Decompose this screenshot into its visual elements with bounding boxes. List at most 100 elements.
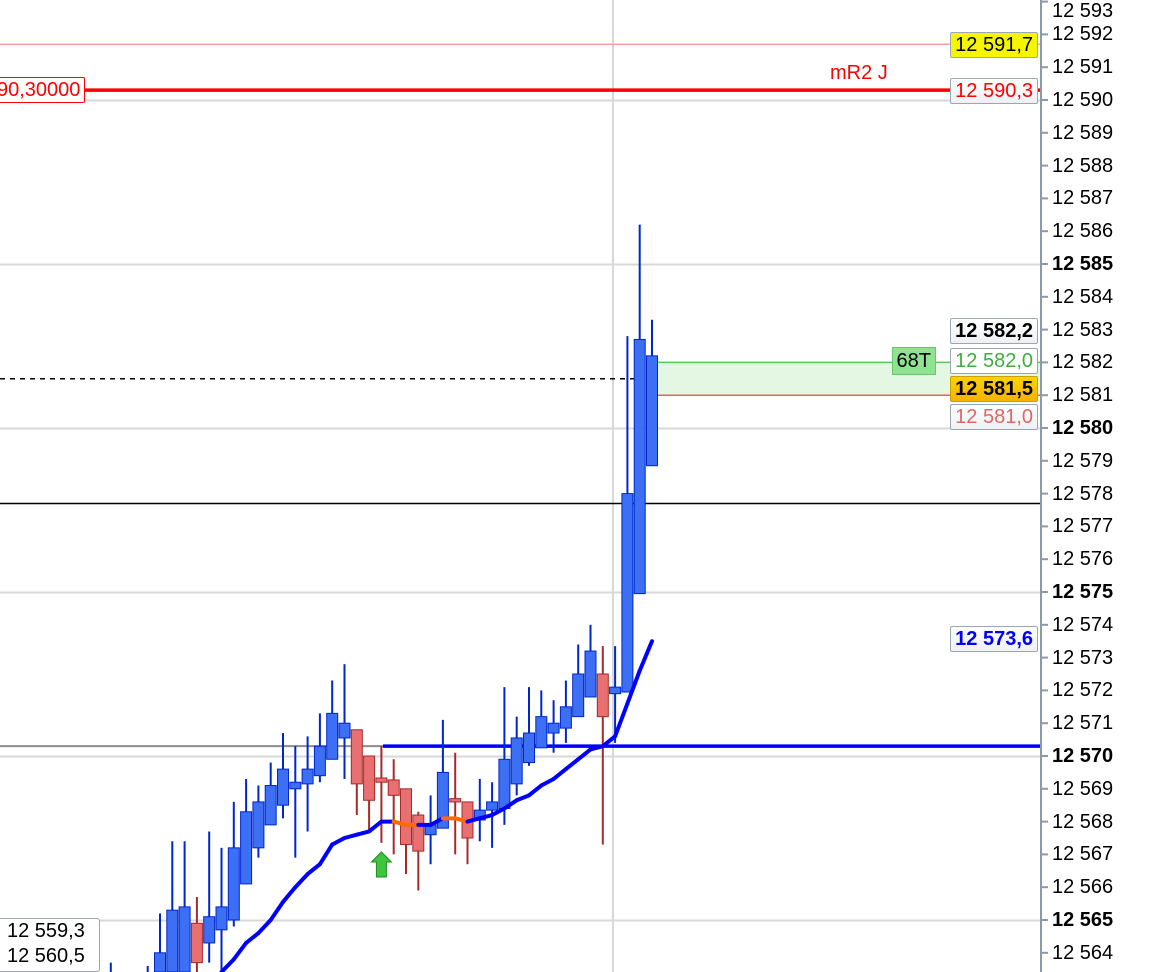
candle-body [547, 722, 560, 734]
axis-tick-label: 12 582 [1052, 351, 1114, 374]
candle [178, 841, 191, 972]
candle-body [215, 906, 228, 931]
candle-body [596, 673, 609, 718]
moving-average-segment [600, 734, 618, 749]
candle-body [203, 916, 216, 944]
candle-body [400, 788, 412, 846]
candle [190, 897, 203, 972]
candle [424, 795, 437, 865]
candle [461, 801, 474, 865]
axis-tick-label: 12 566 [1052, 876, 1114, 899]
axis-tick-label: 12 592 [1052, 23, 1114, 46]
candle-body [154, 952, 166, 972]
axis-tick-label: 12 584 [1052, 285, 1114, 308]
moving-average-segment [576, 747, 593, 762]
moving-average-label: 12 573,6 [950, 626, 1038, 652]
moving-average-segment [502, 798, 519, 811]
axis-tick-label: 12 577 [1052, 515, 1114, 538]
axis-tick-label: 12 567 [1052, 843, 1114, 866]
level-lines [0, 43, 1041, 748]
candle [363, 755, 376, 832]
candle [313, 713, 326, 783]
price-axis-background [1041, 0, 1160, 972]
candles [109, 224, 658, 972]
candle-body [264, 785, 277, 826]
candle [264, 762, 277, 826]
low-values-box: 12 559,3 12 560,5 [0, 918, 100, 972]
axis-tick-label: 12 593 [1052, 0, 1114, 22]
candle-body [178, 906, 191, 972]
moving-average [219, 639, 654, 972]
moving-average-segment [514, 793, 531, 803]
axis-tick-label: 12 575 [1052, 581, 1114, 603]
candle [609, 646, 622, 743]
axis-tick-label: 12 565 [1052, 909, 1114, 931]
candle-body [621, 493, 634, 693]
candle [166, 841, 179, 972]
candle [154, 913, 166, 972]
candle [215, 847, 228, 972]
moving-average-segment [354, 829, 372, 837]
candle [510, 716, 523, 796]
candle-body [646, 355, 658, 467]
candle [621, 336, 634, 693]
candle-body [227, 847, 240, 921]
axis-tick-label: 12 580 [1052, 417, 1114, 439]
candle-body [301, 768, 314, 785]
tick-count-label: 68T [891, 347, 936, 375]
candle-body [277, 768, 289, 806]
moving-average-segment [551, 767, 568, 781]
moving-average-segment [281, 885, 298, 904]
candle [289, 746, 302, 858]
candle [350, 729, 363, 816]
candle-body [449, 798, 462, 803]
moving-average-segment [219, 957, 236, 972]
mr2-left-label: 90,30000 [0, 77, 86, 103]
moving-average-segment [317, 842, 335, 867]
moving-average-segment [391, 819, 408, 827]
moving-average-segment [613, 701, 630, 739]
moving-average-segment [527, 783, 544, 798]
candle [547, 700, 560, 753]
candle [473, 778, 486, 842]
candle-body [523, 732, 535, 764]
gridlines [0, 0, 1041, 972]
candle-body [609, 686, 622, 695]
candle-body [510, 737, 523, 785]
moving-average-segment [244, 931, 261, 945]
axis-tick-label: 12 590 [1052, 89, 1114, 111]
candle-body [289, 781, 302, 790]
candle [252, 785, 265, 858]
candle-body [486, 801, 499, 811]
axis-tick-label: 12 585 [1052, 253, 1114, 275]
axis-tick-label: 12 589 [1052, 121, 1114, 144]
candle-body [436, 771, 449, 829]
candle [436, 719, 449, 829]
moving-average-segment [465, 816, 482, 824]
axis-tick-label: 12 568 [1052, 810, 1114, 833]
moving-average-segment [330, 836, 347, 847]
candle [203, 831, 216, 963]
candle [449, 752, 462, 855]
candle-body [252, 801, 265, 849]
candle-body [326, 712, 339, 760]
candle [227, 801, 240, 927]
moving-average-segment [637, 639, 654, 673]
candle-body [375, 777, 388, 783]
candle-body [584, 650, 597, 698]
candle [400, 788, 412, 875]
axis-tick-label: 12 583 [1052, 318, 1114, 341]
price-axis[interactable] [1040, 0, 1160, 972]
mr2-level-label: 12 590,3 [950, 78, 1038, 104]
candle [523, 687, 535, 766]
zone-top-label: 12 582,0 [950, 348, 1038, 374]
moving-average-segment [563, 757, 581, 772]
candle [375, 746, 388, 843]
moving-average-segment [268, 899, 285, 922]
candle [572, 644, 585, 718]
zone-bottom-label: 12 581,0 [950, 404, 1038, 430]
moving-average-segment [490, 806, 507, 818]
candle [633, 224, 646, 595]
candle [387, 759, 400, 855]
